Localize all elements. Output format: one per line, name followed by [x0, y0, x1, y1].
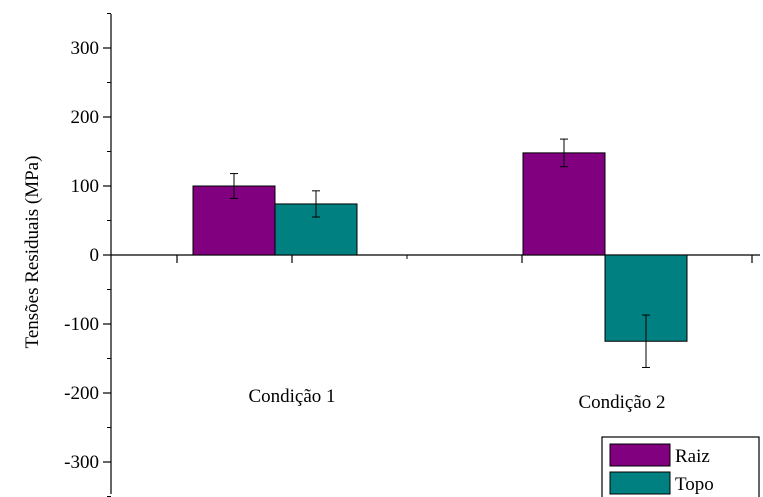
category-label: Condição 2	[578, 392, 665, 413]
legend: Raiz Topo	[601, 436, 760, 497]
y-tick-label: -200	[64, 383, 99, 404]
y-tick-label: 200	[71, 107, 100, 128]
legend-swatch-topo	[609, 471, 671, 495]
y-axis-label: Tensões Residuais (MPa)	[22, 156, 43, 349]
y-tick-label: -300	[64, 452, 99, 473]
legend-label-topo: Topo	[675, 474, 714, 495]
y-tick-label: -100	[64, 314, 99, 335]
category-labels: Condição 1 Condição 2	[248, 386, 665, 413]
error-bars-group	[230, 138, 650, 368]
bar-raiz-2	[522, 152, 606, 256]
y-tick-label: 300	[71, 38, 100, 59]
legend-swatch-raiz	[609, 443, 671, 467]
category-label: Condição 1	[248, 386, 335, 407]
y-tick-label: 100	[71, 176, 100, 197]
legend-label-raiz: Raiz	[675, 446, 710, 467]
y-tick-label: 0	[90, 245, 100, 266]
y-axis: -300 -200 -100 0 100 200 300	[64, 13, 112, 497]
bars-group	[192, 152, 688, 342]
